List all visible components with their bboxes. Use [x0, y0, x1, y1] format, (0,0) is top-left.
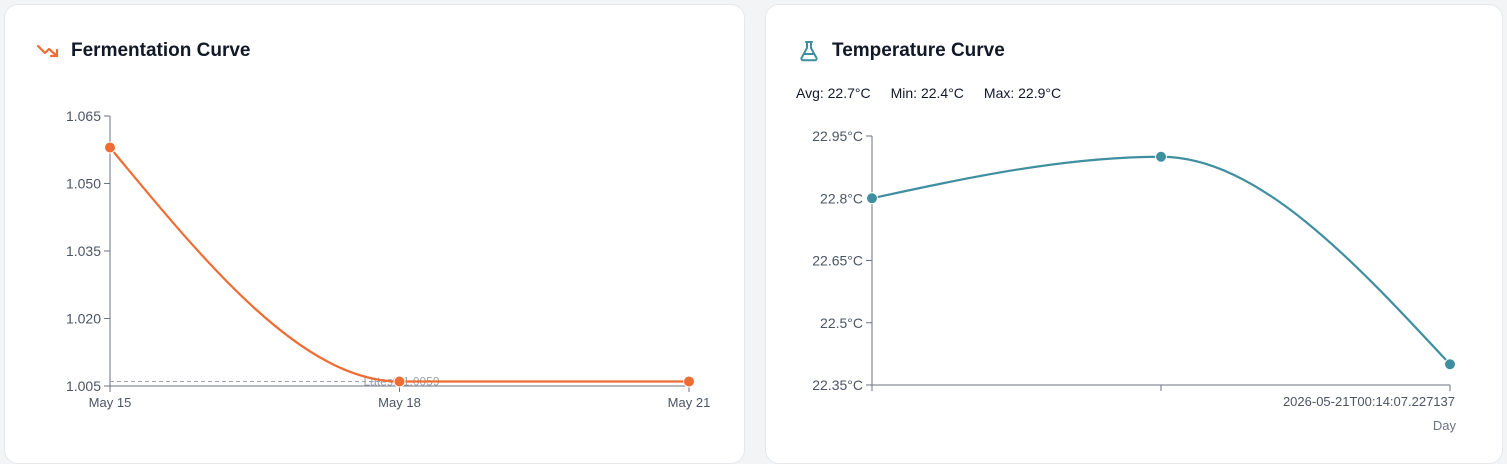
- data-point: [1444, 358, 1456, 371]
- x-tick-label: May 15: [89, 395, 132, 410]
- trending-down-icon: [35, 38, 61, 64]
- y-tick-label: 22.8°C: [820, 190, 863, 206]
- temperature-avg: Avg: 22.7°C: [796, 85, 871, 101]
- y-tick-label: 22.65°C: [812, 253, 863, 269]
- y-tick-label: 1.035: [66, 243, 101, 259]
- data-point: [683, 375, 695, 388]
- y-tick-label: 1.005: [66, 378, 101, 394]
- data-point: [393, 375, 406, 388]
- data-point: [104, 141, 116, 154]
- y-tick-label: 1.065: [66, 108, 101, 124]
- series-line: [109, 146, 689, 383]
- temperature-card: Temperature Curve Avg: 22.7°C Min: 22.4°…: [765, 4, 1503, 464]
- temperature-min: Min: 22.4°C: [890, 85, 964, 101]
- data-point: [1155, 150, 1167, 163]
- fermentation-card-header: Fermentation Curve: [35, 38, 250, 64]
- x-tick-label: May 21: [668, 395, 711, 410]
- data-point: [866, 192, 878, 205]
- flask-icon: [796, 38, 822, 64]
- temperature-card-header: Temperature Curve: [796, 38, 1005, 64]
- x-tick-label: May 18: [378, 395, 421, 410]
- temperature-chart: 22.95°C 22.8°C 22.65°C 22.5°C 22.35°C 2026-05…: [812, 128, 1457, 433]
- y-tick-label: 22.95°C: [812, 128, 863, 144]
- temperature-max: Max: 22.9°C: [983, 85, 1062, 101]
- y-tick-label: 1.020: [66, 311, 101, 327]
- y-tick-label: 1.050: [66, 176, 101, 192]
- series-line: [871, 155, 1451, 365]
- temperature-card-title: Temperature Curve: [832, 40, 1005, 61]
- x-tick-label: 2026-05-21T00:14:07.227137: [1283, 394, 1455, 409]
- x-axis-title: Day: [1433, 418, 1457, 433]
- y-tick-label: 22.35°C: [812, 377, 863, 393]
- temperature-stats: Avg: 22.7°C Min: 22.4°C Max: 22.9°C: [796, 85, 1061, 101]
- y-tick-label: 22.5°C: [820, 315, 863, 331]
- fermentation-card: Fermentation Curve 1.065 1.050 1.035 1.020 1…: [4, 4, 745, 464]
- fermentation-card-title: Fermentation Curve: [71, 40, 251, 61]
